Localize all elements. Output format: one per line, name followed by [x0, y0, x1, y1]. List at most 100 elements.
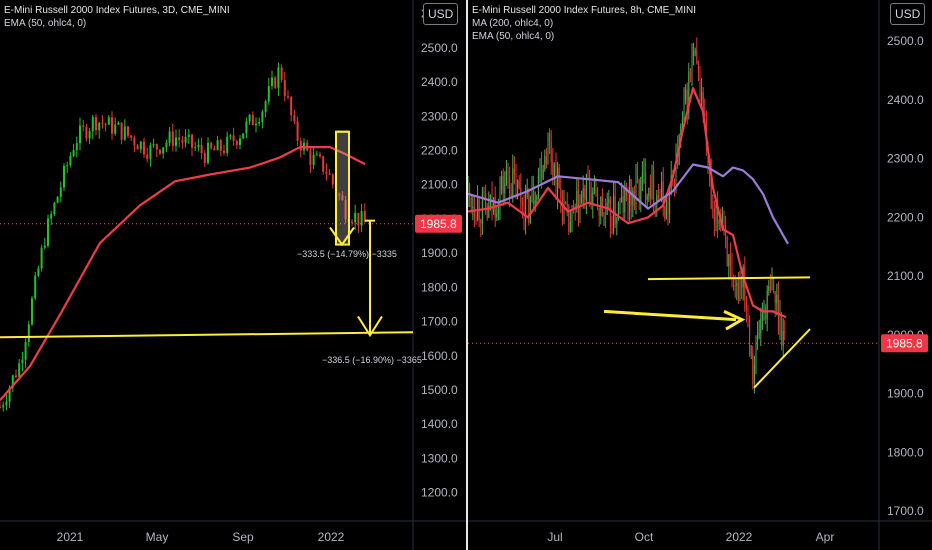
candle-body [726, 237, 728, 267]
candle-body [549, 132, 551, 143]
y-tick-label: 2500.0 [887, 34, 924, 48]
candle-body [293, 115, 296, 122]
candle-body [625, 190, 627, 196]
candle-body [699, 71, 701, 101]
candle-body [656, 195, 658, 205]
candle-body [557, 167, 559, 196]
ema-label-3d: EMA (50, ohlc4, 0) [4, 18, 87, 29]
candle-body [34, 275, 37, 299]
candle-body [216, 140, 219, 151]
candle-body [664, 206, 666, 219]
candle-body [648, 187, 650, 197]
candle-body [536, 196, 538, 201]
candle-body [5, 401, 8, 406]
candle-body [75, 143, 78, 151]
chart-panel-3d[interactable]: E-Mini Russell 2000 Index Futures, 3D, C… [0, 0, 466, 550]
chart-panel-8h[interactable]: E-Mini Russell 2000 Index Futures, 8h, C… [468, 0, 932, 550]
candle-body [701, 92, 703, 101]
support-line [0, 331, 414, 339]
candle-body [568, 205, 570, 232]
chart-canvas-3d[interactable]: 2600.02500.02400.02300.02200.02100.02000… [0, 0, 466, 550]
candle-body [635, 175, 637, 201]
candle-body [675, 149, 677, 191]
candle-body [152, 144, 155, 146]
candle-body [569, 222, 571, 232]
candle-body [681, 120, 683, 126]
candle-body [542, 169, 544, 180]
candle-body [547, 132, 549, 164]
candle-body [518, 181, 520, 188]
candle-body [736, 282, 738, 286]
panel-divider[interactable] [466, 0, 468, 550]
candle-body [669, 194, 671, 215]
candle-body [264, 101, 267, 112]
candle-body [715, 203, 717, 223]
candle-body [657, 195, 659, 200]
candle-body [499, 189, 501, 211]
y-tick-label: 1800.0 [887, 445, 924, 459]
candle-body [24, 342, 27, 360]
candle-body [739, 280, 741, 301]
candle-body [683, 100, 685, 121]
candle-body [509, 177, 511, 194]
currency-button-8h[interactable]: USD [890, 3, 926, 25]
y-tick-label: 1500.0 [421, 383, 458, 397]
candle-body [207, 142, 209, 164]
candle-body [296, 121, 299, 141]
candle-body [111, 117, 113, 134]
candle-body [774, 291, 776, 304]
candle-body [704, 112, 706, 115]
candle-body [187, 134, 190, 137]
candle-body [590, 193, 592, 205]
candle-body [741, 280, 743, 288]
candle-body [691, 55, 693, 73]
candle-body [159, 149, 161, 154]
candle-body [325, 171, 328, 174]
y-tick-label: 1300.0 [421, 451, 458, 465]
candle-body [587, 173, 589, 176]
candle-body [766, 290, 768, 320]
currency-button-3d[interactable]: USD [423, 3, 459, 25]
candle-body [603, 213, 605, 216]
candle-body [581, 197, 583, 203]
candle-body [363, 211, 366, 223]
candle-body [299, 140, 302, 151]
candle-body [717, 203, 719, 224]
candle-body [2, 405, 5, 408]
candle-body [632, 190, 634, 206]
candle-body [82, 125, 85, 127]
chart-canvas-8h[interactable]: 2500.02400.02300.02200.02100.02000.01900… [468, 0, 932, 550]
candle-body [768, 286, 770, 291]
candle-body [592, 191, 594, 205]
candle-body [510, 193, 512, 197]
candle-body [219, 140, 222, 151]
candle-body [645, 172, 647, 200]
y-tick-label: 1400.0 [421, 417, 458, 431]
candle-body [752, 353, 754, 384]
candle-body [734, 285, 736, 287]
candle-body [72, 150, 75, 156]
candle-body [779, 312, 781, 332]
candle-body [608, 199, 610, 203]
candle-body [595, 178, 597, 190]
candle-body [493, 197, 495, 212]
candle-body [338, 194, 341, 196]
candle-body [649, 187, 651, 199]
candle-body [622, 196, 624, 213]
y-tick-label: 2100.0 [887, 269, 924, 283]
candle-body [0, 407, 1, 409]
x-tick-label: Apr [816, 530, 835, 544]
candle-body [667, 199, 669, 215]
candle-body [582, 188, 584, 198]
candle-body [79, 125, 81, 144]
y-tick-label: 2400.0 [887, 93, 924, 107]
candle-body [512, 168, 514, 197]
x-tick-label: 2021 [57, 530, 84, 544]
candle-body [552, 162, 554, 176]
candle-body [605, 213, 607, 215]
candle-body [488, 205, 490, 218]
candle-body [638, 181, 640, 202]
candle-body [574, 206, 576, 208]
candle-body [585, 173, 587, 200]
candle-body [470, 194, 472, 208]
